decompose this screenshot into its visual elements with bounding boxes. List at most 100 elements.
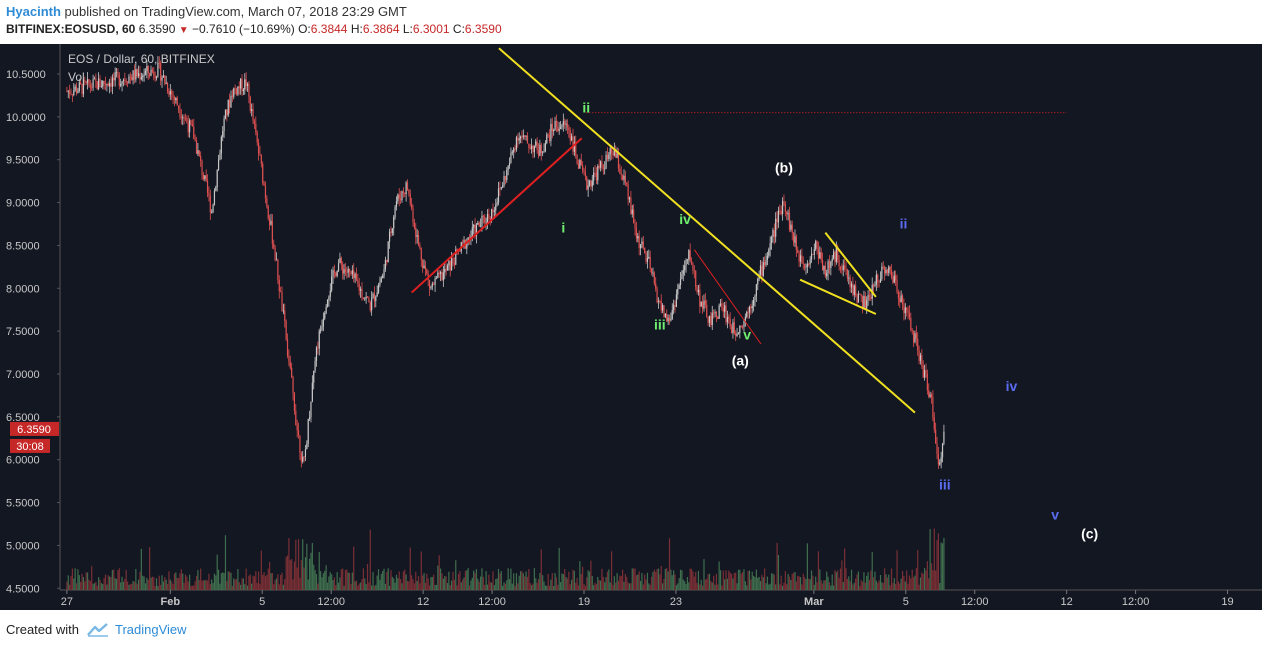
volume-bar — [638, 571, 640, 590]
volume-bar — [91, 566, 93, 590]
volume-bar — [769, 583, 771, 590]
volume-bar — [565, 577, 567, 590]
volume-bar — [217, 569, 220, 590]
author-link[interactable]: Hyacinth — [6, 4, 61, 19]
candle-body — [801, 255, 803, 263]
candle-body — [593, 172, 595, 181]
volume-bar — [881, 582, 883, 590]
candle-body — [721, 303, 723, 309]
volume-bar — [202, 580, 205, 590]
volume-bar — [117, 570, 119, 590]
volume-bar — [402, 571, 404, 590]
volume-bar — [833, 585, 835, 590]
volume-bar — [799, 577, 802, 590]
volume-bar — [703, 559, 705, 590]
volume-bar — [281, 572, 283, 590]
volume-bar — [684, 581, 686, 590]
x-tick-label: 12 — [1061, 596, 1073, 608]
volume-bar — [863, 572, 865, 590]
y-tick-label: 4.5000 — [6, 583, 40, 595]
tradingview-link[interactable]: TradingView — [114, 622, 187, 637]
candle-body — [475, 224, 478, 237]
candle-body — [249, 96, 251, 112]
volume-bar — [844, 548, 846, 590]
volume-bar — [910, 578, 912, 590]
candle-body — [875, 274, 877, 285]
candle-body — [322, 318, 324, 327]
candle-body — [834, 251, 836, 263]
volume-bar — [486, 584, 489, 590]
candle-body — [736, 333, 738, 336]
candle-body — [904, 307, 906, 314]
volume-bar — [71, 568, 74, 590]
volume-bar — [499, 573, 501, 590]
candle-body — [387, 241, 389, 263]
volume-bar — [168, 571, 170, 590]
chart-area[interactable]: 10.5000 10.0000 9.5000 9.0000 8.5000 8.0000 7.… — [0, 40, 1268, 613]
trendline — [799, 278, 877, 315]
candle-body — [522, 135, 524, 138]
candle-body — [377, 284, 380, 293]
volume-bar — [197, 570, 199, 590]
volume-bar — [180, 569, 182, 590]
volume-bar — [608, 569, 610, 590]
candle-body — [300, 452, 302, 462]
volume-bar — [244, 584, 246, 590]
volume-bar — [932, 570, 934, 590]
volume-bar — [463, 577, 465, 590]
candle-body — [413, 222, 415, 228]
candle-body — [550, 123, 552, 141]
candle-body — [478, 222, 480, 227]
candle-body — [685, 259, 687, 266]
candle-body — [638, 235, 640, 248]
candle-body — [237, 86, 239, 95]
volume-bar — [346, 569, 348, 590]
candle-body — [852, 283, 854, 295]
candle-body — [162, 75, 165, 78]
candle-body — [830, 261, 832, 269]
close-value: 6.3590 — [464, 22, 502, 36]
candle-body — [808, 264, 810, 265]
volume-bar — [882, 582, 884, 590]
candle-body — [439, 271, 442, 274]
candle-body — [373, 293, 376, 302]
price-chart[interactable]: 10.5000 10.0000 9.5000 9.0000 8.5000 8.0000 7.… — [0, 40, 1268, 613]
volume-bar — [382, 570, 384, 590]
volume-bar — [439, 568, 442, 590]
symbol-label: BITFINEX:EOSUSD, 60 — [6, 22, 136, 36]
candle-body — [273, 243, 275, 248]
volume-bar — [129, 584, 131, 590]
candle-body — [777, 210, 780, 223]
candle-body — [688, 250, 690, 260]
volume-bar — [904, 581, 906, 590]
x-tick-label: 12 — [417, 596, 429, 608]
candle-body — [664, 313, 666, 317]
volume-bar — [357, 585, 359, 590]
candle-body — [343, 269, 345, 274]
volume-bar — [193, 585, 195, 590]
volume-bar — [302, 539, 304, 590]
volume-bar — [707, 574, 709, 590]
volume-bar — [245, 568, 247, 590]
candle-body — [637, 235, 639, 239]
volume-bar — [211, 579, 213, 590]
volume-bar — [535, 578, 537, 590]
candle-body — [180, 116, 182, 119]
candle-body — [379, 282, 381, 285]
candle-body — [336, 271, 338, 276]
candle-body — [671, 310, 673, 319]
volume-bar — [413, 583, 415, 590]
candle-body — [135, 69, 137, 80]
candle-body — [395, 201, 398, 207]
candle-body — [888, 266, 890, 273]
candle-body — [943, 431, 945, 444]
volume-bar — [253, 576, 256, 590]
publish-line: Hyacinth published on TradingView.com, M… — [6, 4, 407, 19]
x-tick-label: Mar — [804, 596, 824, 608]
low-label: L: — [402, 22, 413, 36]
candle-body — [845, 268, 847, 270]
volume-bar — [77, 569, 79, 590]
volume-bar — [248, 575, 250, 590]
candle-body — [779, 210, 781, 212]
volume-bar — [595, 584, 598, 590]
